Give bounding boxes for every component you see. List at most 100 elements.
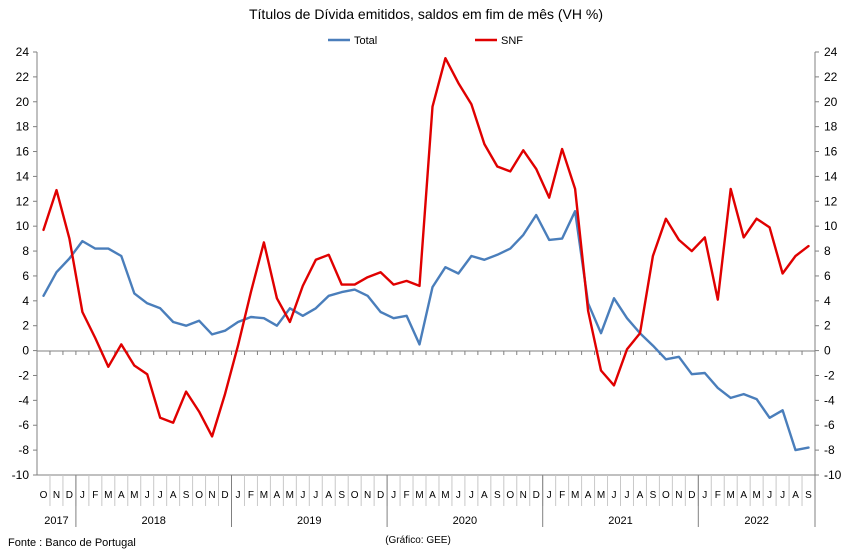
year-label: 2022 <box>744 515 768 527</box>
y-tick-label-right: -6 <box>824 418 835 432</box>
month-label: F <box>248 490 254 501</box>
month-label: J <box>145 490 150 501</box>
y-tick-label-right: 10 <box>824 219 838 233</box>
month-label: M <box>260 490 268 501</box>
y-tick-label-left: 16 <box>16 145 30 159</box>
month-label: M <box>104 490 112 501</box>
month-label: O <box>662 490 670 501</box>
year-label: 2019 <box>297 515 321 527</box>
year-label: 2017 <box>44 515 68 527</box>
y-tick-label-right: 16 <box>824 145 838 159</box>
month-label: J <box>469 490 474 501</box>
y-tick-label-right: -8 <box>824 443 835 457</box>
month-label: F <box>403 490 409 501</box>
y-tick-label-left: -8 <box>18 443 29 457</box>
month-label: D <box>533 490 540 501</box>
legend-label-snf: SNF <box>501 35 523 47</box>
month-label: M <box>286 490 294 501</box>
y-tick-label-right: -2 <box>824 368 835 382</box>
month-label: M <box>441 490 449 501</box>
legend-label-total: Total <box>354 35 377 47</box>
y-tick-label-left: 8 <box>22 244 29 258</box>
month-label: A <box>118 490 125 501</box>
month-label: A <box>170 490 177 501</box>
y-tick-label-left: 0 <box>22 344 29 358</box>
month-label: J <box>624 490 629 501</box>
y-tick-label-right: 4 <box>824 294 831 308</box>
month-label: S <box>494 490 501 501</box>
month-label: S <box>183 490 190 501</box>
month-label: N <box>53 490 60 501</box>
y-tick-label-left: -10 <box>12 468 30 482</box>
month-label: D <box>66 490 73 501</box>
month-label: J <box>300 490 305 501</box>
year-label: 2021 <box>608 515 632 527</box>
month-label: M <box>597 490 605 501</box>
y-tick-label-left: 12 <box>16 194 30 208</box>
y-tick-label-right: -10 <box>824 468 842 482</box>
month-label: A <box>481 490 488 501</box>
credit-note: (Gráfico: GEE) <box>385 535 451 546</box>
month-label: N <box>675 490 682 501</box>
y-tick-label-left: -4 <box>18 393 29 407</box>
month-label: S <box>650 490 657 501</box>
series-lines <box>42 57 810 452</box>
month-label: J <box>80 490 85 501</box>
month-label: A <box>274 490 281 501</box>
y-tick-label-right: 2 <box>824 319 831 333</box>
month-label: A <box>637 490 644 501</box>
month-label: J <box>702 490 707 501</box>
legend: Total SNF <box>328 35 523 47</box>
series-line-snf <box>42 57 810 438</box>
y-tick-label-right: 14 <box>824 169 838 183</box>
month-label: A <box>792 490 799 501</box>
month-label: F <box>92 490 98 501</box>
y-tick-label-right: 18 <box>824 120 838 134</box>
y-tick-label-left: 24 <box>16 45 30 59</box>
month-label: F <box>559 490 565 501</box>
y-tick-label-left: 22 <box>16 70 30 84</box>
month-label: M <box>727 490 735 501</box>
chart-title: Títulos de Dívida emitidos, saldos em fi… <box>249 6 603 22</box>
month-label: A <box>585 490 592 501</box>
y-tick-label-left: 18 <box>16 120 30 134</box>
y-tick-label-left: 10 <box>16 219 30 233</box>
month-label: J <box>158 490 163 501</box>
month-label: J <box>780 490 785 501</box>
month-label: J <box>456 490 461 501</box>
month-label: S <box>805 490 812 501</box>
year-label: 2018 <box>141 515 165 527</box>
month-label: M <box>415 490 423 501</box>
month-label: O <box>195 490 203 501</box>
month-label: N <box>208 490 215 501</box>
month-label: M <box>752 490 760 501</box>
month-label: M <box>571 490 579 501</box>
y-tick-label-right: -4 <box>824 393 835 407</box>
month-label: F <box>715 490 721 501</box>
y-tick-label-right: 20 <box>824 95 838 109</box>
y-tick-label-right: 8 <box>824 244 831 258</box>
month-label: O <box>351 490 359 501</box>
month-label: J <box>235 490 240 501</box>
month-label: D <box>221 490 228 501</box>
y-tick-label-left: 14 <box>16 169 30 183</box>
y-tick-label-left: 2 <box>22 319 29 333</box>
month-label: A <box>740 490 747 501</box>
series-line-total <box>42 209 810 452</box>
year-label: 2020 <box>453 515 477 527</box>
month-label: S <box>338 490 345 501</box>
month-label: A <box>429 490 436 501</box>
y-tick-label-right: 0 <box>824 344 831 358</box>
month-label: A <box>325 490 332 501</box>
month-label: N <box>520 490 527 501</box>
month-label: D <box>688 490 695 501</box>
y-tick-label-right: 12 <box>824 194 838 208</box>
month-label: J <box>547 490 552 501</box>
y-tick-label-right: 22 <box>824 70 838 84</box>
y-tick-label-left: 6 <box>22 269 29 283</box>
month-label: O <box>40 490 48 501</box>
